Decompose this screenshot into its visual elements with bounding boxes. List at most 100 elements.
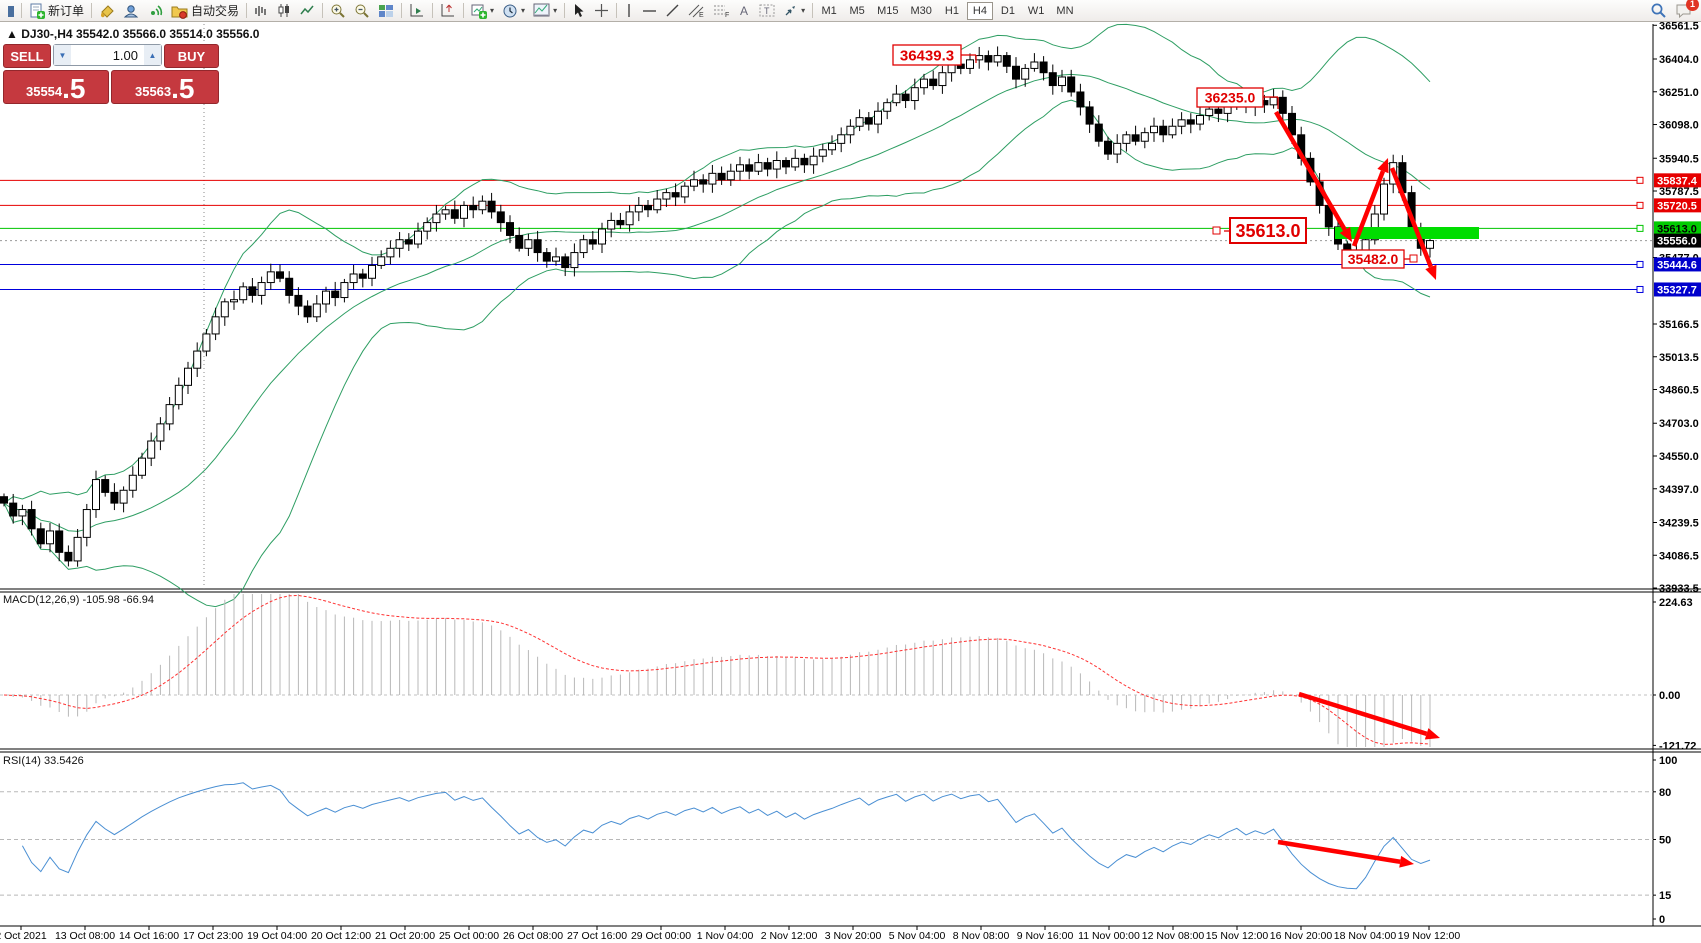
time-tick-label: 25 Oct 00:00 bbox=[439, 930, 499, 942]
autotrade-button[interactable]: 自动交易 bbox=[167, 1, 243, 21]
chart-shift-button[interactable] bbox=[436, 1, 460, 21]
candle-body bbox=[653, 198, 662, 211]
arrow-shaft[interactable] bbox=[1274, 110, 1347, 232]
price-annotation[interactable]: 35482.0 bbox=[1341, 249, 1418, 269]
tile-windows-button[interactable] bbox=[374, 1, 398, 21]
timeframe-d1[interactable]: D1 bbox=[995, 2, 1021, 20]
text-label-button[interactable]: T bbox=[755, 1, 779, 21]
candlestick-button[interactable] bbox=[273, 1, 296, 21]
crosshair-button[interactable] bbox=[590, 1, 613, 21]
zoom-in-button[interactable] bbox=[326, 1, 350, 21]
separator bbox=[401, 3, 403, 18]
candle-body bbox=[1122, 134, 1131, 144]
level-endpoint-square[interactable] bbox=[1636, 224, 1644, 232]
arrow-shaft[interactable] bbox=[1277, 839, 1401, 864]
volume-increase-button[interactable]: ▲ bbox=[144, 45, 161, 65]
price-tick-label: 34397.0 bbox=[1659, 484, 1699, 496]
price-annotation[interactable]: 35613.0 bbox=[1212, 217, 1307, 244]
candle-body bbox=[257, 282, 266, 296]
signals-button[interactable] bbox=[143, 1, 167, 21]
candle-body bbox=[1048, 72, 1057, 87]
price-annotation[interactable]: 36439.3 bbox=[892, 44, 977, 66]
candle-body bbox=[202, 333, 211, 352]
styler-button[interactable] bbox=[95, 1, 119, 21]
macd-tick-label: -121.72 bbox=[1659, 740, 1696, 752]
level-endpoint-square[interactable] bbox=[1636, 176, 1644, 184]
arrow-shaft[interactable] bbox=[1351, 170, 1386, 247]
chart-shift-icon bbox=[441, 4, 455, 17]
price-axis: 36561.5 36404.0 36251.0 36098.0 35940.5 35787… bbox=[1653, 20, 1699, 595]
rsi-tick-label: 50 bbox=[1659, 835, 1671, 847]
macd-tick-label: 0.00 bbox=[1659, 690, 1680, 702]
time-tick-label: 1 Nov 04:00 bbox=[697, 930, 754, 942]
separator bbox=[322, 3, 324, 18]
horizontal-line-button[interactable] bbox=[638, 1, 661, 21]
auto-scroll-button[interactable] bbox=[405, 1, 429, 21]
line-chart-button[interactable] bbox=[296, 1, 319, 21]
notification-badge: 1 bbox=[1686, 0, 1699, 11]
search-button[interactable] bbox=[1646, 1, 1671, 21]
candle-body bbox=[506, 222, 514, 236]
price-badge-red bbox=[1654, 173, 1701, 188]
candle-body bbox=[809, 155, 818, 166]
timeframe-m5[interactable]: M5 bbox=[844, 2, 870, 20]
candle-body bbox=[800, 157, 809, 166]
caret-down-icon: ▾ bbox=[490, 6, 495, 15]
new-chart-icon bbox=[471, 4, 488, 19]
volume-decrease-button[interactable]: ▼ bbox=[54, 45, 71, 65]
symbol-marker-icon: ▲ bbox=[6, 27, 18, 41]
buy-button[interactable]: BUY bbox=[164, 44, 219, 68]
zoom-out-button[interactable] bbox=[350, 1, 374, 21]
vertical-line-button[interactable] bbox=[620, 1, 638, 21]
community-button[interactable] bbox=[119, 1, 143, 21]
templates-dropdown[interactable]: ▾ bbox=[529, 1, 561, 21]
bar-chart-button[interactable] bbox=[250, 1, 273, 21]
sell-button[interactable]: SELL bbox=[3, 44, 51, 68]
timeframe-m1[interactable]: M1 bbox=[816, 2, 842, 20]
candle-body bbox=[340, 282, 349, 299]
candle-body bbox=[736, 164, 744, 172]
candle-body bbox=[690, 179, 698, 187]
new-order-button[interactable]: 新订单 bbox=[25, 1, 88, 21]
cursor-button[interactable] bbox=[568, 1, 590, 21]
level-endpoint-square[interactable] bbox=[1636, 260, 1644, 268]
timeframe-h1[interactable]: H1 bbox=[939, 2, 965, 20]
volume-value[interactable]: 1.00 bbox=[112, 48, 138, 63]
timeframe-w1[interactable]: W1 bbox=[1023, 2, 1050, 20]
level-endpoint-square[interactable] bbox=[1636, 285, 1644, 293]
sell-price-fraction: .5 bbox=[62, 73, 86, 104]
price-annotation[interactable]: 36235.0 bbox=[1196, 87, 1279, 109]
annotation-endpoint-square bbox=[1409, 254, 1418, 263]
time-tick-label: 19 Nov 12:00 bbox=[1398, 930, 1461, 942]
fibonacci-icon: F bbox=[714, 5, 729, 18]
fibonacci-button[interactable]: F bbox=[709, 1, 734, 21]
price-badge-label: 35444.6 bbox=[1657, 259, 1697, 271]
candle-body bbox=[874, 110, 882, 125]
support-zone[interactable] bbox=[1335, 227, 1479, 239]
buy-price[interactable]: 35563.5 bbox=[110, 70, 219, 104]
arrow-shaft[interactable] bbox=[1389, 167, 1433, 268]
timeframe-h4[interactable]: H4 bbox=[966, 1, 993, 20]
separator bbox=[91, 3, 93, 18]
timeframe-m30[interactable]: M30 bbox=[906, 2, 937, 20]
level-endpoint-square[interactable] bbox=[1636, 201, 1644, 209]
zoom-in-icon bbox=[331, 4, 345, 18]
sell-price-main: 35554 bbox=[25, 84, 63, 99]
arrow-shaft[interactable] bbox=[1298, 691, 1428, 736]
arrows-dropdown[interactable]: ▾ bbox=[779, 1, 809, 21]
sell-price[interactable]: 35554.5 bbox=[3, 70, 109, 104]
equidistant-channel-button[interactable]: E bbox=[684, 1, 709, 21]
trendline-button[interactable] bbox=[661, 1, 684, 21]
notifications-button[interactable]: 1 bbox=[1675, 0, 1699, 19]
partial-left-icon[interactable] bbox=[2, 1, 18, 21]
text-button[interactable]: A bbox=[734, 1, 755, 21]
timeframe-mn[interactable]: MN bbox=[1051, 2, 1078, 20]
price-badge-label: 35720.5 bbox=[1657, 200, 1697, 212]
timeframe-m15[interactable]: M15 bbox=[872, 2, 903, 20]
candle-body bbox=[1058, 76, 1066, 87]
profiles-dropdown[interactable]: ▾ bbox=[498, 1, 529, 21]
new-chart-dropdown[interactable]: ▾ bbox=[467, 1, 498, 21]
candle-body bbox=[248, 286, 257, 296]
time-tick-label: 21 Oct 20:00 bbox=[375, 930, 435, 942]
